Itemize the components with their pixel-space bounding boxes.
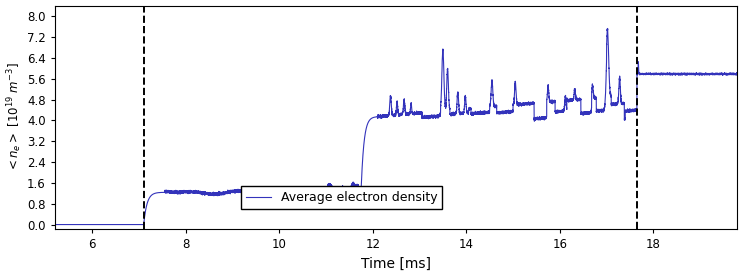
Average electron density [139,223,148,227]
Legend: Average electron density: Average electron density [241,186,442,209]
Average electron density [51,223,59,226]
Average electron density [221,191,230,194]
Y-axis label: $< n_e >\ [10^{19}\ m^{-3}]$: $< n_e >\ [10^{19}\ m^{-3}]$ [5,62,25,172]
X-axis label: Time [ms]: Time [ms] [361,256,431,270]
Average electron density [463,110,472,114]
Average electron density [689,72,698,76]
Average electron density [733,73,742,76]
Average electron density [539,116,548,120]
Line: Average electron density: Average electron density [55,28,738,225]
Average electron density [373,114,382,118]
Average electron density [603,27,612,30]
Average electron density [489,93,498,96]
